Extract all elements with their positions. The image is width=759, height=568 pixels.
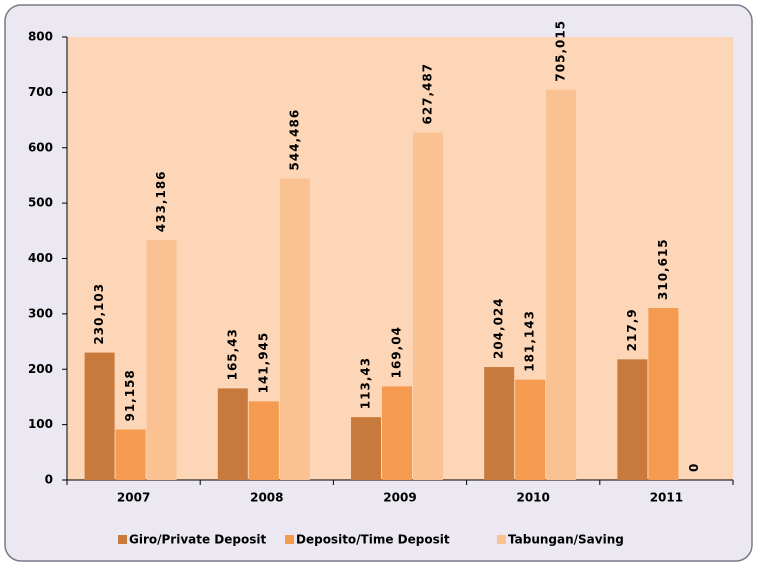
bar <box>279 178 310 480</box>
bar <box>146 240 177 480</box>
legend-label: Giro/Private Deposit <box>129 533 266 547</box>
bar <box>617 359 648 480</box>
x-tick-label: 2011 <box>650 491 683 505</box>
value-label: 169,04 <box>390 326 404 378</box>
legend-label: Tabungan/Saving <box>508 533 624 547</box>
bar <box>648 307 679 480</box>
y-tick-label: 800 <box>28 30 53 44</box>
bar <box>217 388 248 480</box>
value-label: 91,158 <box>123 369 137 421</box>
x-tick-label: 2008 <box>250 491 283 505</box>
y-tick-label: 300 <box>28 306 53 320</box>
value-label: 217,9 <box>625 308 639 351</box>
x-tick-label: 2007 <box>117 491 150 505</box>
legend-swatch <box>497 535 506 544</box>
bar <box>115 429 146 480</box>
value-label: 141,945 <box>256 332 270 394</box>
value-label: 627,487 <box>421 63 435 125</box>
bar <box>84 352 115 480</box>
value-label: 204,024 <box>492 297 506 359</box>
y-tick-label: 500 <box>28 196 53 210</box>
bar <box>248 401 279 480</box>
value-label: 433,186 <box>154 170 168 232</box>
y-tick-label: 400 <box>28 251 53 265</box>
value-label: 705,015 <box>554 20 568 82</box>
bar <box>546 89 577 480</box>
bar <box>382 386 412 480</box>
legend-swatch <box>118 535 127 544</box>
x-tick-label: 2009 <box>383 491 416 505</box>
value-label: 310,615 <box>656 238 670 300</box>
bar <box>351 417 381 480</box>
value-label: 544,486 <box>287 109 301 171</box>
value-label: 230,103 <box>92 283 106 345</box>
legend-label: Deposito/Time Deposit <box>296 533 450 547</box>
x-tick-label: 2010 <box>516 491 549 505</box>
bar <box>413 132 443 481</box>
y-tick-label: 100 <box>28 417 53 431</box>
y-tick-label: 0 <box>45 473 53 487</box>
y-tick-label: 700 <box>28 85 53 99</box>
y-tick-label: 600 <box>28 140 53 154</box>
value-label: 113,43 <box>359 357 373 409</box>
value-label: 0 <box>687 463 701 472</box>
legend-swatch <box>285 535 294 544</box>
bar <box>515 379 546 480</box>
value-label: 165,43 <box>225 328 239 380</box>
value-label: 181,143 <box>523 310 537 372</box>
y-tick-label: 200 <box>28 362 53 376</box>
bar <box>484 367 515 480</box>
